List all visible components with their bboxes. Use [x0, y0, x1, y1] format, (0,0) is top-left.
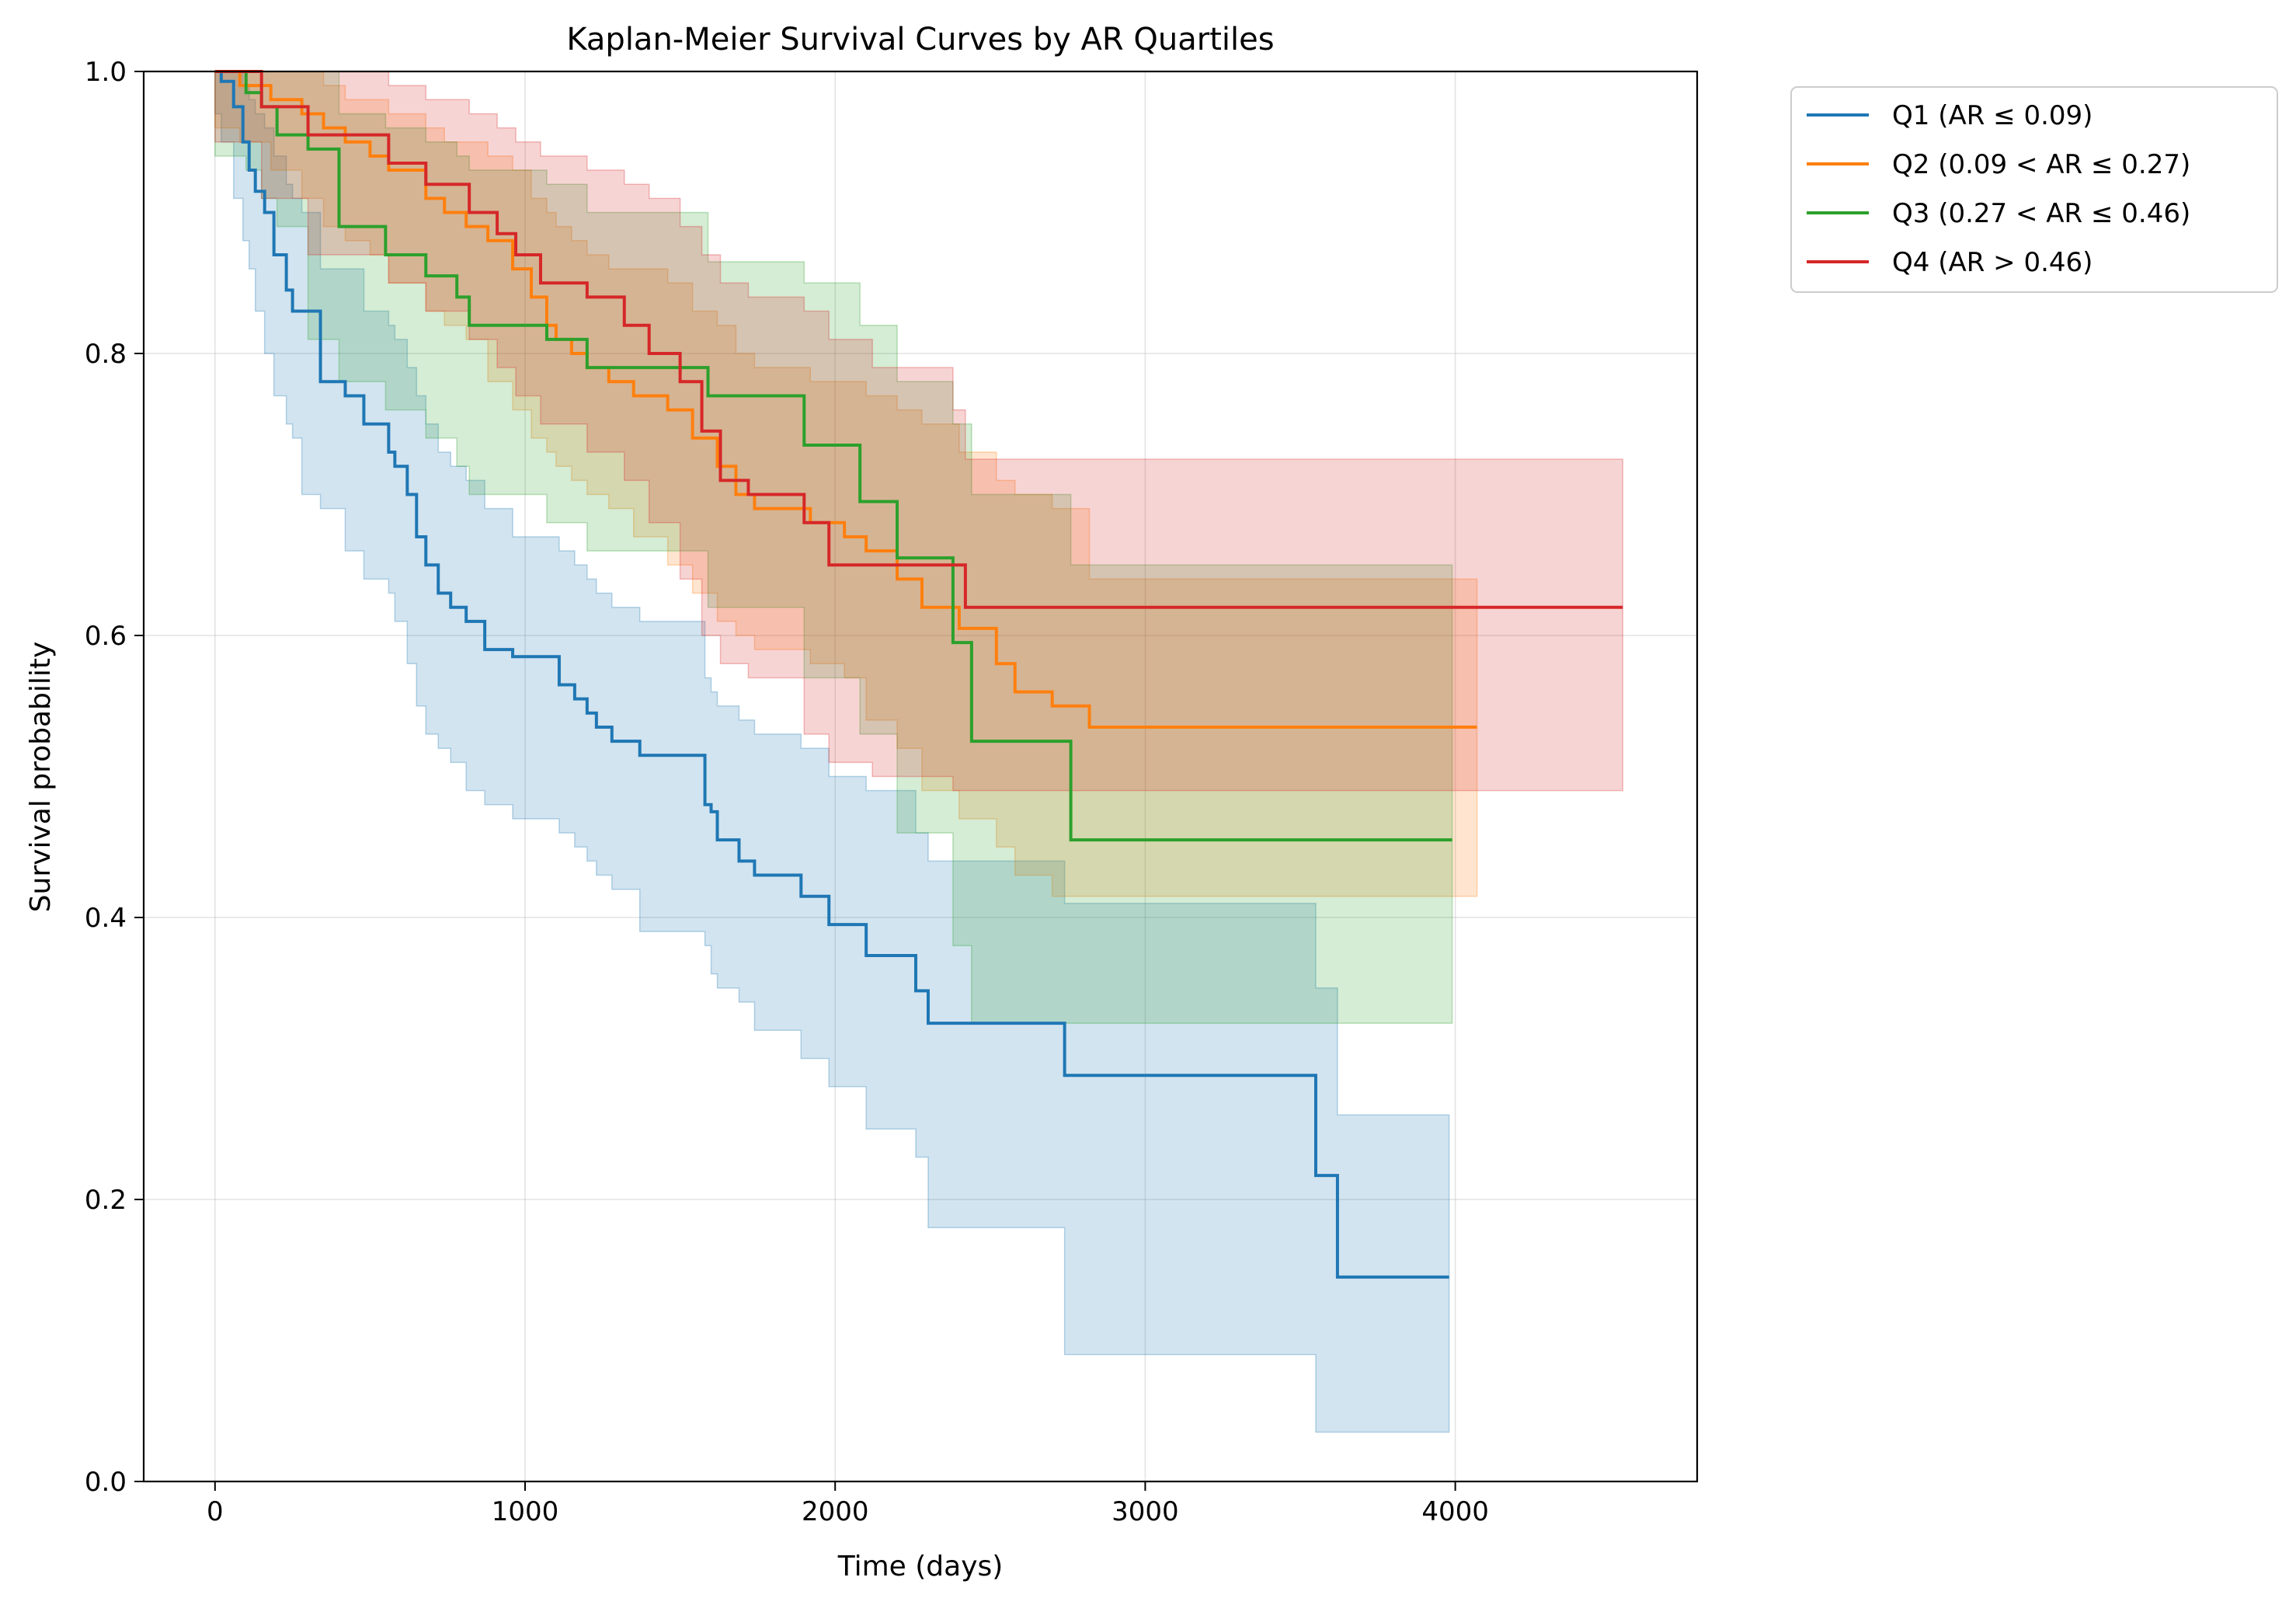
- y-tick-label: 0.2: [85, 1185, 127, 1216]
- chart-title: Kaplan-Meier Survival Curves by AR Quart…: [566, 22, 1274, 57]
- x-tick-label: 1000: [492, 1496, 559, 1527]
- y-tick-label: 1.0: [85, 57, 127, 88]
- x-tick-label: 4000: [1421, 1496, 1489, 1527]
- y-tick-label: 0.0: [85, 1467, 127, 1498]
- y-axis-label: Survival probability: [25, 642, 57, 913]
- x-tick-label: 2000: [802, 1496, 869, 1527]
- survival-line-q1: [214, 70, 1449, 1279]
- legend-label-q4: Q4 (AR > 0.46): [1892, 247, 2092, 278]
- legend-label-q3: Q3 (0.27 < AR ≤ 0.46): [1892, 198, 2190, 229]
- survival-line-q3: [214, 70, 1452, 842]
- y-tick-label: 0.6: [85, 621, 127, 652]
- survival-line-q4: [214, 70, 1623, 609]
- ci-band-q4: [214, 71, 1623, 792]
- legend-box: [1790, 86, 2278, 293]
- y-axis-ticks: 0.0 0.2 0.4 0.6 0.8 1.0: [85, 57, 144, 1498]
- survival-lines: [214, 70, 1623, 1279]
- x-axis-ticks: 0 1000 2000 3000 4000: [207, 1481, 1489, 1527]
- y-tick-label: 0.8: [85, 339, 127, 370]
- legend-label-q1: Q1 (AR ≤ 0.09): [1892, 100, 2092, 131]
- x-tick-label: 3000: [1111, 1496, 1179, 1527]
- plot-frame: [142, 70, 1699, 1483]
- y-tick-label: 0.4: [85, 903, 127, 934]
- legend-label-q2: Q2 (0.09 < AR ≤ 0.27): [1892, 149, 2190, 180]
- ci-band-q1: [214, 71, 1450, 1433]
- x-tick-label: 0: [207, 1496, 224, 1527]
- x-axis-label: Time (days): [837, 1551, 1004, 1582]
- legend: Q1 (AR ≤ 0.09) Q2 (0.09 < AR ≤ 0.27) Q3 …: [1790, 86, 2278, 293]
